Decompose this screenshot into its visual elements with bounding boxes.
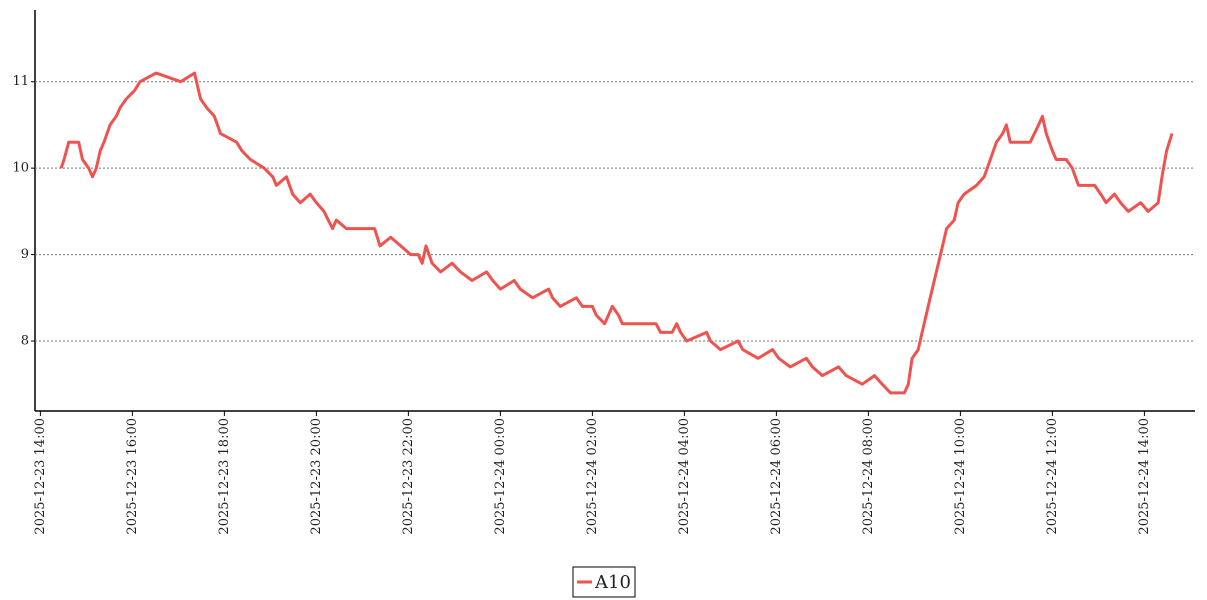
x-tick-label: 2025-12-23 16:00 <box>125 418 140 535</box>
x-tick-label: 2025-12-24 06:00 <box>769 418 784 535</box>
legend-label: A10 <box>594 572 631 593</box>
x-tick-label: 2025-12-24 08:00 <box>861 418 876 535</box>
x-tick-label: 2025-12-24 10:00 <box>953 418 968 535</box>
y-tick-label: 11 <box>12 74 29 89</box>
x-tick-label: 2025-12-23 14:00 <box>33 418 48 535</box>
x-tick-label: 2025-12-24 14:00 <box>1137 418 1152 535</box>
y-tick-label: 10 <box>12 161 29 176</box>
y-tick-label: 9 <box>21 247 29 262</box>
y-tick-label: 8 <box>21 333 29 348</box>
x-tick-label: 2025-12-23 20:00 <box>309 418 324 535</box>
x-tick-label: 2025-12-23 18:00 <box>217 418 232 535</box>
x-tick-label: 2025-12-23 22:00 <box>401 418 416 535</box>
x-tick-label: 2025-12-24 04:00 <box>677 418 692 535</box>
data-line <box>59 71 1174 395</box>
x-tick-label: 2025-12-24 02:00 <box>585 418 600 535</box>
x-tick-label: 2025-12-24 12:00 <box>1045 418 1060 535</box>
x-tick-label: 2025-12-24 00:00 <box>493 418 508 535</box>
